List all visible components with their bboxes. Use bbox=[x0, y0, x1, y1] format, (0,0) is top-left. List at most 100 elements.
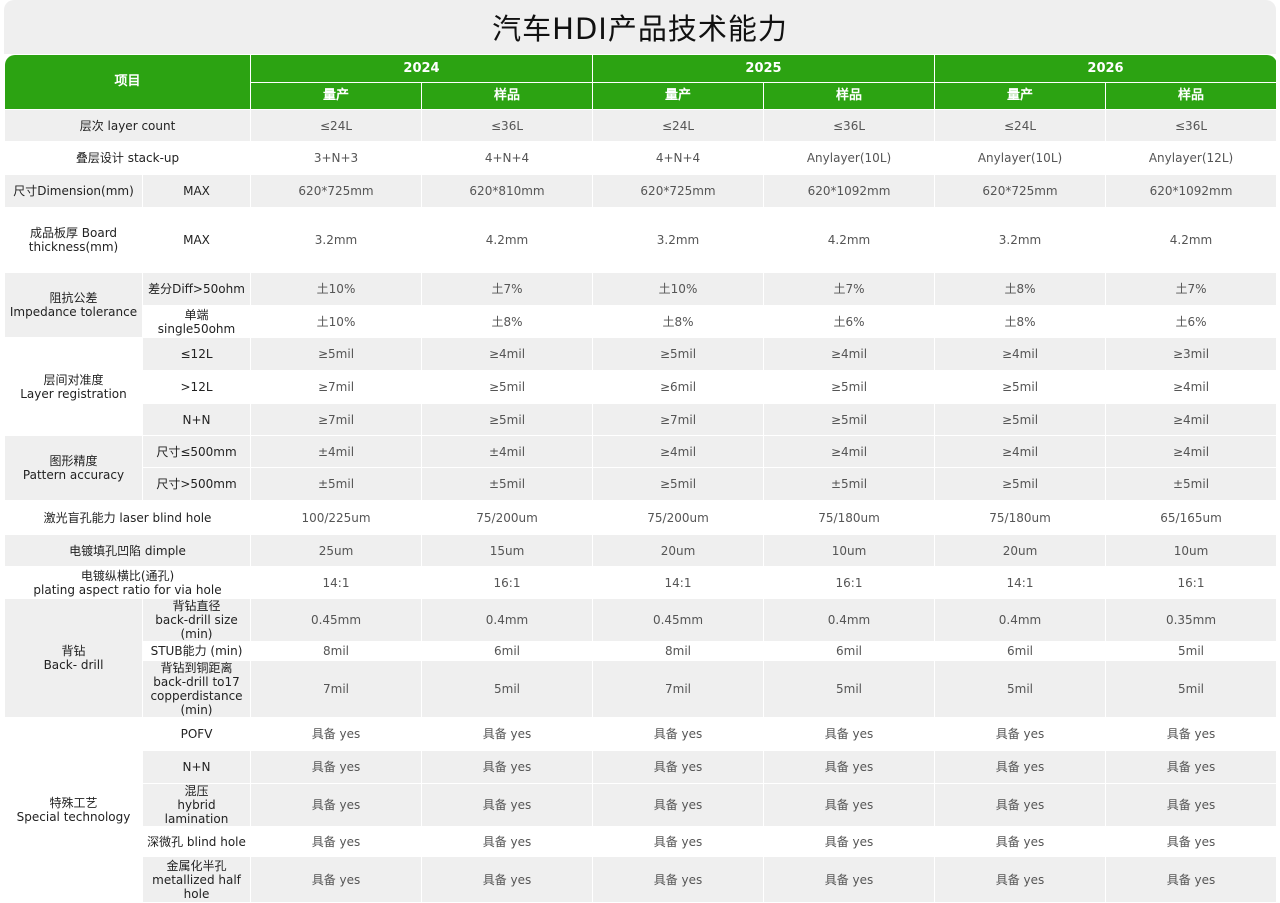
value-cell: 3.2mm bbox=[250, 207, 423, 273]
year-header-2026: 2026 bbox=[934, 54, 1278, 83]
value-cell: 具备 yes bbox=[934, 783, 1107, 827]
value-cell: ≥5mil bbox=[934, 467, 1107, 501]
value-cell: ≥7mil bbox=[250, 370, 423, 404]
value-cell: 具备 yes bbox=[592, 717, 765, 751]
value-cell: ≥5mil bbox=[763, 403, 936, 436]
value-cell: 8mil bbox=[592, 641, 765, 661]
table-row: 特殊工艺 Special technology POFV 具备 yes 具备 yes 具… bbox=[4, 717, 1278, 903]
row-sub-label: POFV bbox=[141, 717, 252, 751]
table-row: 混压 hybrid lamination 具备 yes 具备 yes 具备 yes 具备… bbox=[5, 783, 1278, 827]
value-cell: ≤24L bbox=[592, 109, 765, 142]
value-cell: 6mil bbox=[934, 641, 1107, 661]
value-cell: 7mil bbox=[250, 660, 423, 718]
page-title: 汽车HDI产品技术能力 bbox=[492, 12, 788, 46]
value-cell: 5mil bbox=[1105, 660, 1278, 718]
row-label: 电镀纵横比(通孔) plating aspect ratio for via h… bbox=[3, 566, 252, 599]
value-cell: 具备 yes bbox=[250, 750, 423, 784]
row-group-label: 阻抗公差 Impedance tolerance bbox=[4, 272, 143, 338]
value-cell: 土8% bbox=[934, 272, 1107, 306]
table-row: 图形精度 Pattern accuracy 尺寸≤500mm ±4mil ±4mil ≥… bbox=[4, 435, 1278, 501]
value-cell: 具备 yes bbox=[250, 717, 423, 751]
table-row: 层间对准度 Layer registration ≤12L ≥5mil ≥4mil ≥5… bbox=[4, 337, 1278, 436]
value-cell: ±5mil bbox=[1105, 467, 1278, 501]
table-row: 深微孔 blind hole 具备 yes 具备 yes 具备 yes 具备 yes 具备… bbox=[5, 826, 1278, 857]
table-row: 尺寸>500mm ±5mil ±5mil ≥5mil ±5mil ≥5mil ±5mil bbox=[5, 467, 1278, 501]
value-cell: ≥3mil bbox=[1105, 337, 1278, 371]
value-cell: 4.2mm bbox=[763, 207, 936, 273]
value-cell: 具备 yes bbox=[934, 856, 1107, 903]
value-cell: 4.2mm bbox=[1105, 207, 1278, 273]
value-cell: 0.4mm bbox=[421, 598, 594, 642]
row-sub-label: 混压 hybrid lamination bbox=[141, 783, 252, 827]
value-cell: 土10% bbox=[250, 305, 423, 338]
value-cell: ≥5mil bbox=[421, 370, 594, 404]
row-sub-label: 金属化半孔 metallized half hole bbox=[141, 856, 252, 903]
value-cell: 14:1 bbox=[934, 566, 1107, 599]
row-group-label: 成品板厚 Board thickness(mm) bbox=[4, 207, 143, 273]
row-sub-label: MAX bbox=[141, 207, 252, 273]
value-cell: 土7% bbox=[421, 272, 594, 306]
value-cell: 8mil bbox=[250, 641, 423, 661]
value-cell: 土6% bbox=[763, 305, 936, 338]
value-cell: 620*725mm bbox=[934, 174, 1107, 208]
value-cell: ≥5mil bbox=[592, 337, 765, 371]
value-cell: 3.2mm bbox=[934, 207, 1107, 273]
title-bar bbox=[4, 0, 1276, 54]
row-sub-label: MAX bbox=[141, 174, 252, 208]
table-row: STUB能力 (min) 8mil 6mil 8mil 6mil 6mil 5mil bbox=[5, 641, 1278, 661]
value-cell: 15um bbox=[421, 534, 594, 567]
value-cell: Anylayer(12L) bbox=[1105, 141, 1278, 175]
year-header-2025: 2025 bbox=[592, 54, 936, 83]
value-cell: ≥6mil bbox=[592, 370, 765, 404]
value-cell: 3+N+3 bbox=[250, 141, 423, 175]
value-cell: 具备 yes bbox=[592, 826, 765, 857]
value-cell: 具备 yes bbox=[592, 783, 765, 827]
value-cell: 土10% bbox=[250, 272, 423, 306]
value-cell: 具备 yes bbox=[421, 783, 594, 827]
value-cell: 具备 yes bbox=[1105, 856, 1278, 903]
value-cell: 土7% bbox=[763, 272, 936, 306]
value-cell: ≥4mil bbox=[934, 337, 1107, 371]
row-label: 激光盲孔能力 laser blind hole bbox=[3, 500, 252, 535]
value-cell: 0.45mm bbox=[250, 598, 423, 642]
item-header: 项目 bbox=[3, 54, 252, 110]
value-cell: 土6% bbox=[1105, 305, 1278, 338]
row-label: 叠层设计 stack-up bbox=[3, 141, 252, 175]
row-group-label: 尺寸Dimension(mm) bbox=[4, 174, 143, 208]
value-cell: 具备 yes bbox=[250, 826, 423, 857]
table-row: 成品板厚 Board thickness(mm) MAX 3.2mm 4.2mm 3.2… bbox=[4, 207, 1278, 273]
value-cell: 620*725mm bbox=[250, 174, 423, 208]
capability-table: 项目 2024 2025 2026 量产 样品 量产 样品 量产 样品 层次 l… bbox=[3, 54, 1278, 903]
value-cell: 3.2mm bbox=[592, 207, 765, 273]
value-cell: 具备 yes bbox=[763, 856, 936, 903]
row-label: 电镀填孔凹陷 dimple bbox=[3, 534, 252, 567]
value-cell: 具备 yes bbox=[592, 750, 765, 784]
value-cell: ≥5mil bbox=[934, 403, 1107, 436]
value-cell: 具备 yes bbox=[421, 856, 594, 903]
value-cell: ±5mil bbox=[763, 467, 936, 501]
value-cell: 14:1 bbox=[250, 566, 423, 599]
value-cell: 5mil bbox=[1105, 641, 1278, 661]
value-cell: 4+N+4 bbox=[592, 141, 765, 175]
value-cell: ±4mil bbox=[250, 435, 423, 468]
value-cell: ≤36L bbox=[763, 109, 936, 142]
row-sub-label: >12L bbox=[141, 370, 252, 404]
value-cell: ≥4mil bbox=[1105, 370, 1278, 404]
row-group-label: 图形精度 Pattern accuracy bbox=[4, 435, 143, 501]
value-cell: 5mil bbox=[421, 660, 594, 718]
table-row: 阻抗公差 Impedance tolerance 差分Diff>50ohm 土10%… bbox=[4, 272, 1278, 338]
table-row: 电镀填孔凹陷 dimple 25um 15um 20um 10um 20um 10um bbox=[3, 534, 1278, 567]
value-cell: 具备 yes bbox=[1105, 826, 1278, 857]
value-cell: ≤36L bbox=[1105, 109, 1278, 142]
value-cell: 土8% bbox=[421, 305, 594, 338]
value-cell: 14:1 bbox=[592, 566, 765, 599]
value-cell: ≥5mil bbox=[421, 403, 594, 436]
value-cell: 具备 yes bbox=[250, 856, 423, 903]
row-sub-label: 尺寸≤500mm bbox=[141, 435, 252, 468]
value-cell: ≥5mil bbox=[592, 467, 765, 501]
value-cell: ≥4mil bbox=[1105, 435, 1278, 468]
mass-production-header: 量产 bbox=[592, 82, 765, 110]
table-row: N+N 具备 yes 具备 yes 具备 yes 具备 yes 具备 yes 具备 yes bbox=[5, 750, 1278, 784]
value-cell: 0.4mm bbox=[763, 598, 936, 642]
value-cell: 20um bbox=[934, 534, 1107, 567]
